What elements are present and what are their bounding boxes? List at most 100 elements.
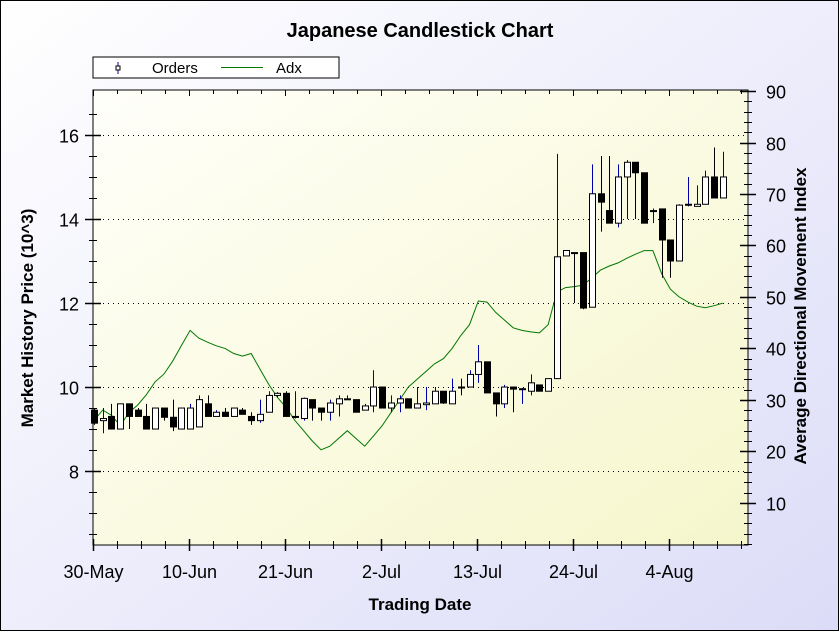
candle	[598, 155, 605, 232]
candle-body	[388, 402, 395, 409]
candle	[196, 395, 203, 428]
y2-tick-label: 20	[766, 443, 786, 463]
candle-body	[554, 256, 561, 380]
y2-tick-label: 70	[766, 186, 786, 206]
candles-series	[91, 147, 727, 434]
candle	[624, 160, 631, 219]
y-tick-label: 10	[59, 379, 79, 399]
candle	[239, 408, 246, 415]
candle-body	[676, 204, 683, 262]
candle-body	[484, 361, 491, 394]
candle-body	[563, 249, 570, 257]
candle-body	[283, 392, 290, 417]
y-tick-label: 8	[69, 463, 79, 483]
candle	[344, 395, 351, 401]
candle	[589, 164, 596, 308]
candle-body	[161, 407, 168, 418]
plot-border	[92, 89, 749, 546]
candle-body	[344, 398, 351, 401]
candle-body	[178, 407, 185, 430]
candle	[397, 395, 404, 413]
candle	[205, 395, 212, 417]
candle-body	[379, 386, 386, 409]
candle	[362, 403, 369, 411]
candle-body	[143, 415, 150, 430]
candle	[694, 185, 701, 207]
candle	[170, 399, 177, 432]
candle	[641, 172, 648, 224]
adx-series	[93, 250, 723, 451]
candle	[309, 399, 316, 421]
candle	[501, 384, 508, 409]
candle-body	[414, 403, 421, 409]
candle-body	[475, 361, 482, 375]
candle-body	[231, 407, 238, 417]
candle	[152, 407, 159, 430]
x-tick-label: 4-Aug	[645, 562, 693, 582]
candle-body	[309, 399, 316, 409]
candle	[702, 170, 709, 205]
candle-body	[694, 203, 701, 207]
candle-body	[327, 402, 334, 413]
candle	[720, 151, 727, 199]
candle	[91, 408, 98, 425]
candle-body	[510, 386, 517, 390]
candle-body	[370, 386, 377, 407]
candle-body	[274, 392, 281, 396]
candle-body	[301, 397, 308, 420]
candle	[667, 239, 674, 278]
candle-body	[711, 176, 718, 199]
candle-body	[528, 382, 535, 392]
candle	[370, 370, 377, 413]
candle-body	[108, 415, 115, 430]
candle-body	[589, 193, 596, 308]
candle	[423, 387, 430, 411]
candle-body	[135, 409, 142, 417]
candle	[676, 204, 683, 262]
x-tick-label: 30-May	[63, 562, 123, 582]
candle	[606, 155, 613, 224]
candle	[257, 399, 264, 423]
candle-body	[170, 416, 177, 428]
candle	[554, 153, 561, 380]
plot-area	[93, 90, 748, 545]
candle-body	[650, 210, 657, 213]
candle-body	[659, 208, 666, 241]
y2-tick-label: 40	[766, 340, 786, 360]
legend-label-adx: Adx	[276, 60, 302, 77]
candle-body	[449, 390, 456, 405]
candle-body	[362, 405, 369, 411]
candle-body	[292, 415, 299, 418]
candle	[161, 407, 168, 421]
candle	[187, 403, 194, 430]
candle	[405, 398, 412, 409]
candle	[414, 387, 421, 409]
candle-body	[501, 386, 508, 405]
candle-body	[467, 373, 474, 388]
candle	[283, 391, 290, 417]
y2-tick-label: 30	[766, 392, 786, 412]
axes: 8 10 12 14 16 10 20 30 40 50 60 70 80 90 30-May 10-Jun 2…	[59, 83, 786, 583]
candle	[213, 410, 220, 417]
candle-body	[632, 161, 639, 174]
candle	[493, 392, 500, 417]
candle	[388, 395, 395, 413]
candle-body	[423, 402, 430, 406]
candle	[135, 408, 142, 417]
candle-body	[536, 384, 543, 392]
candle-body	[580, 252, 587, 309]
adx-line	[93, 250, 723, 451]
candle	[100, 408, 107, 434]
candle-body	[440, 390, 447, 404]
y2-tick-label: 10	[766, 495, 786, 515]
candle	[379, 386, 386, 409]
legend: Orders Adx	[92, 56, 340, 79]
candle-body	[100, 418, 107, 422]
candle-body	[353, 399, 360, 413]
candle	[292, 391, 299, 419]
candle-body	[545, 378, 552, 392]
candle	[231, 407, 238, 417]
candle-body	[458, 386, 465, 389]
legend-label-orders: Orders	[152, 60, 198, 77]
candle	[580, 252, 587, 310]
